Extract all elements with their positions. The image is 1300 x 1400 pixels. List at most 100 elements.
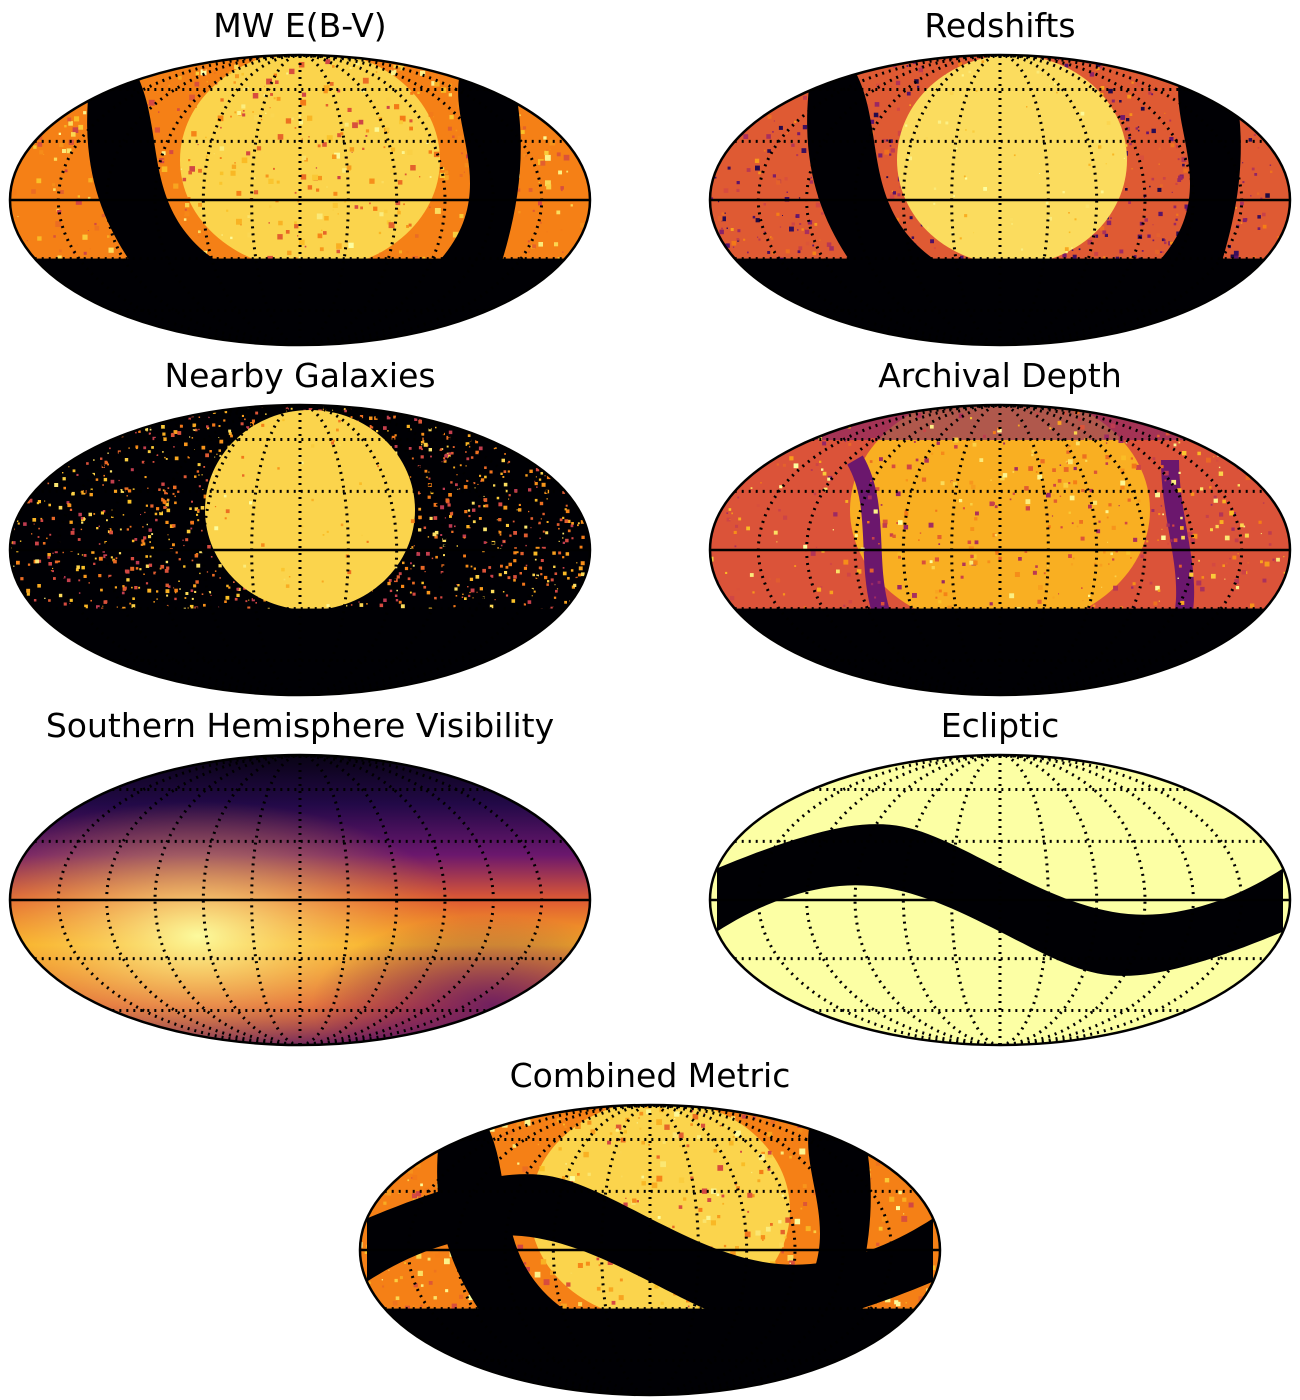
map-pixel: [473, 567, 476, 570]
map-pixel: [703, 514, 707, 518]
graticule: [710, 55, 1290, 345]
map-pixel: [90, 599, 92, 602]
map-pixel: [366, 540, 369, 543]
map-pixel: [54, 483, 59, 487]
map-pixel: [409, 476, 412, 478]
map-pixel: [83, 554, 87, 557]
map-pixel: [138, 58, 144, 64]
map-pixel: [518, 503, 521, 506]
map-pixel: [802, 125, 808, 130]
map-pixel: [22, 439, 24, 442]
map-pixel: [796, 333, 801, 338]
map-pixel: [51, 444, 53, 446]
map-pixel: [815, 546, 818, 548]
map-pixel: [459, 214, 464, 219]
map-pixel: [265, 112, 267, 114]
map-pixel: [48, 503, 51, 507]
map-pixel: [91, 343, 93, 345]
map-pixel: [462, 414, 464, 417]
map-pixel: [317, 144, 321, 148]
map-pixel: [473, 482, 476, 485]
map-pixel: [277, 467, 280, 470]
map-pixel: [740, 61, 745, 65]
map-pixel: [1265, 193, 1270, 198]
map-pixel: [1211, 573, 1216, 579]
map-pixel: [528, 448, 531, 451]
map-pixel: [507, 470, 510, 473]
map-pixel: [553, 104, 558, 109]
map-pixel: [784, 177, 788, 181]
map-pixel: [908, 156, 912, 161]
map-pixel: [10, 464, 14, 467]
map-pixel: [897, 585, 902, 590]
map-pixel: [565, 509, 570, 514]
sky-map: [708, 51, 1292, 347]
map-pixel: [53, 188, 56, 191]
map-pixel: [409, 119, 413, 123]
map-pixel: [1217, 67, 1220, 70]
map-pixel: [803, 95, 807, 100]
map-pixel: [119, 428, 123, 432]
map-pixel: [416, 79, 418, 81]
map-pixel: [1173, 443, 1177, 447]
map-pixel: [1213, 95, 1216, 97]
map-pixel: [10, 326, 11, 332]
map-pixel: [38, 527, 40, 530]
map-pixel: [531, 686, 533, 689]
map-pixel: [209, 450, 212, 453]
map-pixel: [1261, 660, 1266, 665]
map-pixel: [579, 467, 581, 469]
map-pixel: [463, 485, 468, 489]
map-pixel: [911, 236, 915, 239]
map-pixel: [457, 488, 459, 490]
map-pixel: [385, 127, 390, 132]
map-pixel: [873, 112, 879, 118]
map-pixel: [589, 514, 590, 517]
map-pixel: [878, 153, 883, 158]
map-pixel: [534, 405, 539, 408]
map-pixel: [890, 148, 895, 153]
map-pixel: [269, 107, 271, 109]
map-pixel: [877, 580, 881, 584]
map-pixel: [128, 489, 132, 493]
map-pixel: [62, 658, 64, 661]
map-pixel: [326, 135, 333, 142]
map-pixel: [52, 552, 54, 554]
map-pixel: [1248, 138, 1253, 142]
map-pixel: [62, 149, 66, 153]
map-pixel: [560, 186, 564, 190]
map-pixel: [878, 543, 880, 545]
map-pixel: [933, 202, 936, 205]
map-pixel: [172, 492, 175, 495]
map-pixel: [721, 292, 723, 295]
map-pixel: [111, 509, 113, 511]
map-pixel: [217, 115, 224, 122]
map-pixel: [37, 446, 41, 450]
map-pixel: [1261, 98, 1264, 101]
meridian-line: [999, 55, 1099, 345]
map-pixel: [1045, 51, 1047, 53]
map-pixel: [1261, 62, 1265, 67]
map-pixel: [1275, 680, 1280, 685]
map-pixel: [1, 519, 4, 522]
map-pixel: [21, 434, 25, 439]
map-pixel: [1101, 586, 1103, 588]
map-pixel: [580, 520, 585, 524]
map-pixel: [718, 124, 722, 128]
map-pixel: [1243, 525, 1246, 528]
map-pixel: [1125, 188, 1128, 191]
map-pixel: [87, 332, 89, 334]
map-pixel: [225, 509, 230, 514]
map-pixel: [525, 155, 527, 157]
map-pixel: [344, 409, 347, 413]
map-pixel: [538, 201, 542, 206]
map-pixel: [86, 447, 89, 449]
map-pixel: [1120, 468, 1125, 473]
map-pixel: [57, 210, 62, 215]
map-pixel: [498, 530, 502, 534]
map-pixel: [236, 593, 240, 597]
map-pixel: [192, 429, 194, 431]
map-pixel: [1241, 55, 1246, 59]
map-pixel: [10, 611, 11, 616]
map-pixel: [40, 68, 45, 73]
